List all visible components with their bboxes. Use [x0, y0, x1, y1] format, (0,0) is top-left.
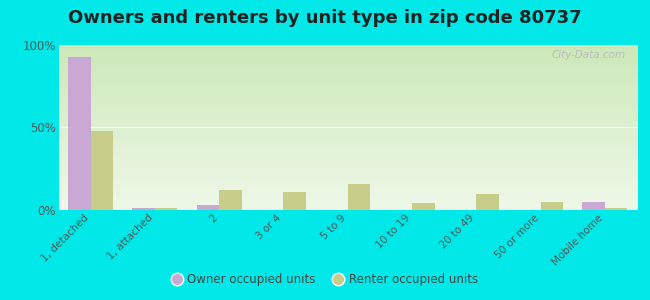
Bar [90, 131, 113, 210]
Bar [605, 208, 627, 210]
Bar [197, 205, 219, 210]
Bar [412, 203, 434, 210]
Bar [348, 184, 370, 210]
Bar [582, 202, 605, 210]
Legend: Owner occupied units, Renter occupied units: Owner occupied units, Renter occupied un… [167, 269, 483, 291]
Bar [155, 208, 177, 210]
Text: City-Data.com: City-Data.com [551, 50, 625, 60]
Bar [476, 194, 499, 210]
Bar [283, 192, 306, 210]
Text: Owners and renters by unit type in zip code 80737: Owners and renters by unit type in zip c… [68, 9, 582, 27]
Bar [133, 208, 155, 210]
Bar [541, 202, 563, 210]
Bar [219, 190, 242, 210]
Bar [68, 56, 90, 210]
